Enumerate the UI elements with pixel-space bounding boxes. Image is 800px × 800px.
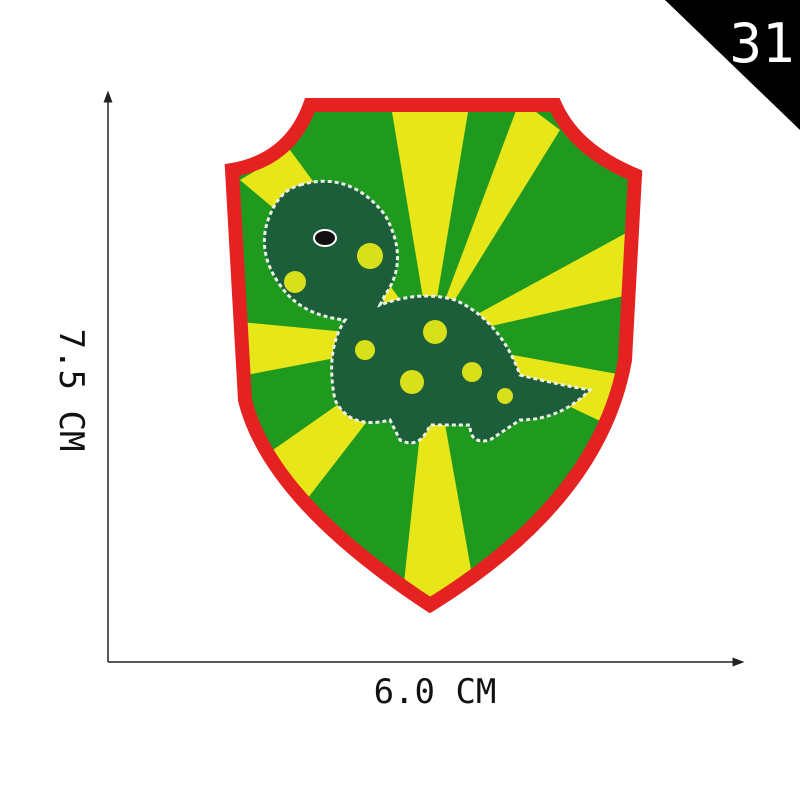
width-label: 6.0 CM: [374, 672, 497, 712]
shield-patch: [224, 98, 643, 614]
height-label: 7.5 CM: [51, 329, 91, 452]
corner-badge: [665, 0, 800, 130]
badge-number: 31: [729, 12, 794, 75]
dino-spots: [284, 243, 513, 404]
